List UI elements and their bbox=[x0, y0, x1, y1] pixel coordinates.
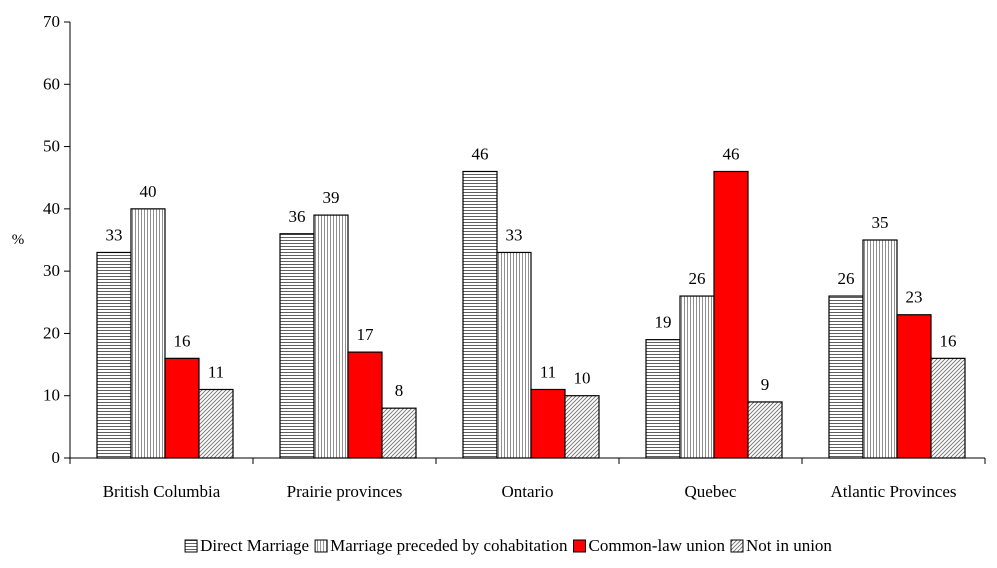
x-tick-label-prairie-provinces: Prairie provinces bbox=[287, 482, 403, 501]
data-label-marriage-preceded-by-cohabitation-prairie-provinces: 39 bbox=[323, 188, 340, 207]
data-label-common-law-union-quebec: 46 bbox=[723, 144, 740, 163]
bar-not-in-union-british-columbia bbox=[198, 388, 234, 459]
y-tick-label: 60 bbox=[43, 74, 60, 93]
bar-direct-marriage-prairie-provinces bbox=[279, 233, 315, 459]
data-label-direct-marriage-quebec: 19 bbox=[655, 313, 672, 332]
legend-item-not-in-union: Not in union bbox=[730, 536, 832, 555]
bar-not-in-union-prairie-provinces bbox=[381, 407, 417, 459]
x-tick-label-atlantic-provinces: Atlantic Provinces bbox=[830, 482, 956, 501]
bar-common-law-union-atlantic-provinces bbox=[896, 314, 932, 459]
data-label-common-law-union-atlantic-provinces: 23 bbox=[906, 288, 923, 307]
data-label-not-in-union-quebec: 9 bbox=[761, 375, 770, 394]
y-tick-label: 10 bbox=[43, 386, 60, 405]
data-label-common-law-union-british-columbia: 16 bbox=[174, 331, 191, 350]
legend: Direct Marriage Marriage preceded by coha… bbox=[184, 536, 832, 555]
legend-item-direct-marriage: Direct Marriage bbox=[184, 536, 309, 555]
legend-label-common-law-union: Common-law union bbox=[589, 536, 726, 555]
legend-label-direct-marriage: Direct Marriage bbox=[200, 536, 309, 555]
legend-item-common-law-union: Common-law union bbox=[573, 536, 726, 555]
bar-marriage-preceded-by-cohabitation-ontario bbox=[496, 251, 532, 459]
y-tick-label: 20 bbox=[43, 323, 60, 342]
legend-swatch-not-in-union bbox=[730, 539, 744, 553]
legend-swatch-direct-marriage bbox=[184, 539, 198, 553]
y-axis-label: % bbox=[12, 232, 25, 248]
bar-marriage-preceded-by-cohabitation-prairie-provinces bbox=[313, 214, 349, 459]
y-tick-label: 50 bbox=[43, 137, 60, 156]
bar-common-law-union-prairie-provinces bbox=[347, 351, 383, 459]
legend-label-marriage-preceded-by-cohabitation: Marriage preceded by cohabitation bbox=[330, 536, 568, 555]
x-tick-label-ontario: Ontario bbox=[502, 482, 554, 501]
bar-not-in-union-ontario bbox=[564, 395, 600, 459]
y-tick-label: 0 bbox=[52, 448, 61, 467]
data-label-direct-marriage-atlantic-provinces: 26 bbox=[838, 269, 855, 288]
data-label-direct-marriage-ontario: 46 bbox=[472, 144, 489, 163]
bar-marriage-preceded-by-cohabitation-british-columbia bbox=[130, 208, 166, 459]
data-label-not-in-union-ontario: 10 bbox=[574, 369, 591, 388]
bar-marriage-preceded-by-cohabitation-quebec bbox=[679, 295, 715, 459]
bar-not-in-union-quebec bbox=[747, 401, 783, 459]
data-label-marriage-preceded-by-cohabitation-british-columbia: 40 bbox=[140, 182, 157, 201]
bar-direct-marriage-atlantic-provinces bbox=[828, 295, 864, 459]
data-label-direct-marriage-prairie-provinces: 36 bbox=[289, 207, 306, 226]
data-label-not-in-union-british-columbia: 11 bbox=[208, 362, 224, 381]
legend-label-not-in-union: Not in union bbox=[746, 536, 832, 555]
data-label-direct-marriage-british-columbia: 33 bbox=[106, 225, 123, 244]
bar-common-law-union-quebec bbox=[713, 170, 749, 459]
data-label-marriage-preceded-by-cohabitation-quebec: 26 bbox=[689, 269, 706, 288]
data-label-not-in-union-atlantic-provinces: 16 bbox=[940, 331, 957, 350]
data-label-common-law-union-ontario: 11 bbox=[540, 362, 556, 381]
bar-direct-marriage-ontario bbox=[462, 170, 498, 459]
x-tick-label-quebec: Quebec bbox=[685, 482, 737, 501]
bar-common-law-union-ontario bbox=[530, 388, 566, 459]
legend-item-marriage-preceded-by-cohabitation: Marriage preceded by cohabitation bbox=[314, 536, 568, 555]
bar-common-law-union-british-columbia bbox=[164, 357, 200, 459]
y-tick-label: 40 bbox=[43, 199, 60, 218]
bar-marriage-preceded-by-cohabitation-atlantic-provinces bbox=[862, 239, 898, 459]
legend-swatch-common-law-union bbox=[573, 539, 587, 553]
y-tick-label: 70 bbox=[43, 12, 60, 31]
data-label-not-in-union-prairie-provinces: 8 bbox=[395, 381, 404, 400]
data-label-marriage-preceded-by-cohabitation-ontario: 33 bbox=[506, 225, 523, 244]
x-tick-label-british-columbia: British Columbia bbox=[103, 482, 221, 501]
legend-swatch-marriage-preceded-by-cohabitation bbox=[314, 539, 328, 553]
data-label-marriage-preceded-by-cohabitation-atlantic-provinces: 35 bbox=[872, 213, 889, 232]
bar-direct-marriage-quebec bbox=[645, 339, 681, 459]
y-tick-label: 30 bbox=[43, 261, 60, 280]
bar-direct-marriage-british-columbia bbox=[96, 251, 132, 459]
bar-not-in-union-atlantic-provinces bbox=[930, 357, 966, 459]
data-label-common-law-union-prairie-provinces: 17 bbox=[357, 325, 375, 344]
